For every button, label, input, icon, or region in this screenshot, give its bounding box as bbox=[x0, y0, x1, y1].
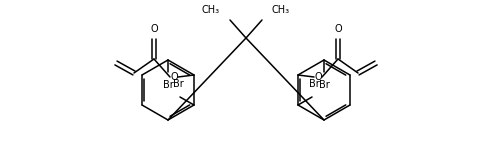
Text: Br: Br bbox=[173, 79, 184, 89]
Text: Br: Br bbox=[319, 80, 329, 90]
Text: CH₃: CH₃ bbox=[272, 5, 290, 15]
Text: Br: Br bbox=[163, 80, 173, 90]
Text: O: O bbox=[314, 72, 322, 82]
Text: O: O bbox=[170, 72, 178, 82]
Text: CH₃: CH₃ bbox=[202, 5, 220, 15]
Text: O: O bbox=[334, 24, 342, 34]
Text: O: O bbox=[150, 24, 158, 34]
Text: Br: Br bbox=[308, 79, 319, 89]
